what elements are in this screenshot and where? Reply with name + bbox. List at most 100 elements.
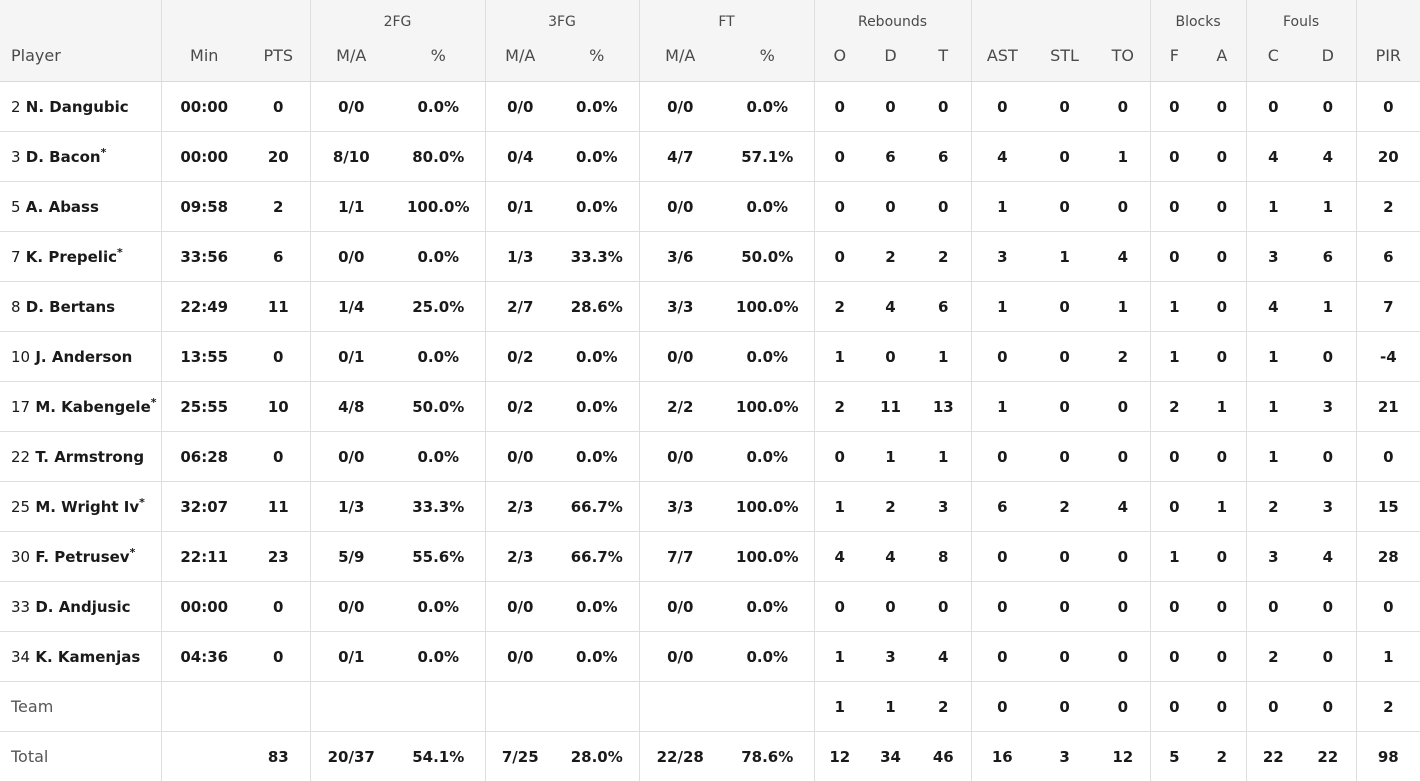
cell-to: 1 [1096, 282, 1150, 332]
player-name[interactable]: J. Anderson [35, 348, 132, 366]
cell-reb-d: 1 [865, 432, 916, 482]
cell-foul-d: 1 [1300, 182, 1356, 232]
cell-blk-f: 1 [1150, 532, 1198, 582]
cell-ft-pct: 0.0% [721, 582, 814, 632]
player-name-cell[interactable]: 34 K. Kamenjas [0, 632, 161, 682]
cell-3fg-pct: 0.0% [555, 82, 639, 132]
cell-stl: 0 [1033, 432, 1096, 482]
col-header-reb-t[interactable]: T [916, 32, 971, 82]
col-header-3fg-ma[interactable]: M/A [485, 32, 555, 82]
col-header-to[interactable]: TO [1096, 32, 1150, 82]
cell-ft-ma: 0/0 [639, 632, 721, 682]
total-label: Total [0, 732, 161, 781]
player-name[interactable]: D. Andjusic [35, 598, 130, 616]
player-name[interactable]: M. Wright Iv [35, 498, 139, 516]
col-header-2fg-pct[interactable]: % [392, 32, 485, 82]
col-header-ast[interactable]: AST [971, 32, 1033, 82]
cell-3fg-ma: 0/2 [485, 332, 555, 382]
player-name-cell[interactable]: 7 K. Prepelic* [0, 232, 161, 282]
cell-to: 0 [1096, 582, 1150, 632]
player-name[interactable]: D. Bertans [26, 298, 115, 316]
cell-stl: 0 [1033, 532, 1096, 582]
col-header-reb-o[interactable]: O [814, 32, 865, 82]
cell-reb-t: 46 [916, 732, 971, 781]
cell-blk-f: 0 [1150, 132, 1198, 182]
cell-3fg-ma: 0/4 [485, 132, 555, 182]
player-name-cell[interactable]: 3 D. Bacon* [0, 132, 161, 182]
player-name[interactable]: D. Bacon [26, 148, 101, 166]
col-header-blk-f[interactable]: F [1150, 32, 1198, 82]
cell-2fg-ma: 0/1 [310, 632, 392, 682]
cell-2fg-pct: 0.0% [392, 432, 485, 482]
cell-foul-c: 4 [1246, 282, 1300, 332]
player-name[interactable]: K. Kamenjas [35, 648, 140, 666]
cell-2fg-ma: 4/8 [310, 382, 392, 432]
cell-foul-d: 0 [1300, 82, 1356, 132]
col-header-foul-d[interactable]: D [1300, 32, 1356, 82]
cell-reb-t: 0 [916, 82, 971, 132]
col-header-blk-a[interactable]: A [1198, 32, 1246, 82]
cell-foul-d: 0 [1300, 432, 1356, 482]
cell-to: 1 [1096, 132, 1150, 182]
player-name[interactable]: N. Dangubic [26, 98, 129, 116]
cell-reb-t: 6 [916, 282, 971, 332]
player-name[interactable]: K. Prepelic [26, 248, 117, 266]
player-name-cell[interactable]: 30 F. Petrusev* [0, 532, 161, 582]
group-header-blocks: Blocks [1150, 0, 1246, 32]
col-header-2fg-ma[interactable]: M/A [310, 32, 392, 82]
col-header-player[interactable]: Player [0, 32, 161, 82]
cell-foul-d: 22 [1300, 732, 1356, 781]
cell-3fg-ma: 7/25 [485, 732, 555, 781]
cell-ft-pct: 100.0% [721, 532, 814, 582]
cell-reb-d: 0 [865, 582, 916, 632]
col-header-ft-ma[interactable]: M/A [639, 32, 721, 82]
player-number: 3 [11, 148, 21, 166]
cell-reb-o: 4 [814, 532, 865, 582]
cell-reb-d: 11 [865, 382, 916, 432]
col-header-pts[interactable]: PTS [247, 32, 310, 82]
cell-2fg-pct [392, 682, 485, 732]
cell-3fg-ma: 2/3 [485, 482, 555, 532]
starter-marker: * [139, 496, 145, 509]
col-header-ft-pct[interactable]: % [721, 32, 814, 82]
cell-reb-d: 34 [865, 732, 916, 781]
player-name-cell[interactable]: 25 M. Wright Iv* [0, 482, 161, 532]
col-header-reb-d[interactable]: D [865, 32, 916, 82]
col-header-pir[interactable]: PIR [1356, 32, 1420, 82]
cell-blk-f: 0 [1150, 432, 1198, 482]
cell-pts: 0 [247, 332, 310, 382]
cell-2fg-ma: 1/1 [310, 182, 392, 232]
player-name-cell[interactable]: 10 J. Anderson [0, 332, 161, 382]
player-name-cell[interactable]: 8 D. Bertans [0, 282, 161, 332]
col-header-min[interactable]: Min [161, 32, 247, 82]
cell-reb-o: 0 [814, 132, 865, 182]
player-name[interactable]: A. Abass [26, 198, 99, 216]
player-name[interactable]: F. Petrusev [35, 548, 129, 566]
player-name-cell[interactable]: 5 A. Abass [0, 182, 161, 232]
cell-ft-ma: 0/0 [639, 332, 721, 382]
cell-pts: 10 [247, 382, 310, 432]
cell-blk-a: 1 [1198, 382, 1246, 432]
cell-to: 0 [1096, 382, 1150, 432]
player-number: 30 [11, 548, 30, 566]
cell-blk-a: 0 [1198, 632, 1246, 682]
cell-blk-a: 0 [1198, 282, 1246, 332]
cell-3fg-pct [555, 682, 639, 732]
player-name-cell[interactable]: 2 N. Dangubic [0, 82, 161, 132]
player-name-cell[interactable]: 22 T. Armstrong [0, 432, 161, 482]
cell-reb-d: 2 [865, 232, 916, 282]
cell-reb-o: 2 [814, 382, 865, 432]
cell-pir: 28 [1356, 532, 1420, 582]
cell-pts: 20 [247, 132, 310, 182]
col-header-3fg-pct[interactable]: % [555, 32, 639, 82]
cell-min: 32:07 [161, 482, 247, 532]
cell-foul-c: 0 [1246, 82, 1300, 132]
player-name-cell[interactable]: 17 M. Kabengele* [0, 382, 161, 432]
cell-reb-o: 0 [814, 232, 865, 282]
col-header-foul-c[interactable]: C [1246, 32, 1300, 82]
player-name[interactable]: M. Kabengele [35, 398, 150, 416]
cell-blk-a: 0 [1198, 532, 1246, 582]
player-name-cell[interactable]: 33 D. Andjusic [0, 582, 161, 632]
col-header-stl[interactable]: STL [1033, 32, 1096, 82]
player-name[interactable]: T. Armstrong [35, 448, 144, 466]
